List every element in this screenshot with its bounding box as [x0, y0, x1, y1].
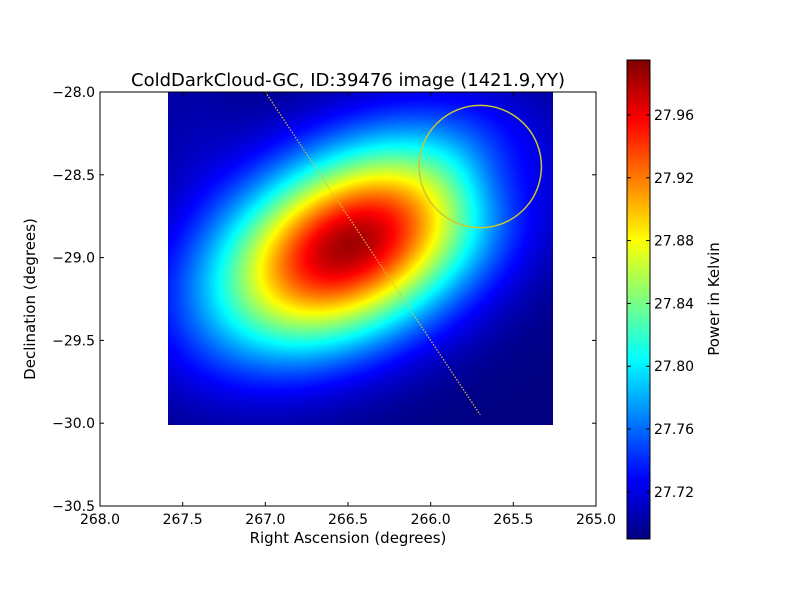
colorbar-tick-label: 27.88 — [654, 234, 694, 250]
colorbar-frame — [626, 59, 651, 540]
colorbar-label: Power in Kelvin — [705, 242, 723, 356]
y-tick-label: −30.0 — [52, 416, 95, 432]
colorbar-tick-label: 27.80 — [654, 359, 694, 375]
y-tick-label: −28.0 — [52, 85, 95, 101]
y-tick-label: −29.0 — [52, 251, 95, 267]
x-tick-label: 266.0 — [411, 512, 451, 528]
x-tick-label: 265.5 — [493, 512, 533, 528]
y-axis-label: Declination (degrees) — [21, 218, 39, 380]
y-tick-label: −30.5 — [52, 499, 95, 515]
x-tick-label: 265.0 — [576, 512, 616, 528]
y-tick-label: −28.5 — [52, 168, 95, 184]
x-tick-label: 267.5 — [163, 512, 203, 528]
x-axis-label: Right Ascension (degrees) — [250, 529, 447, 547]
x-tick-label: 268.0 — [80, 512, 120, 528]
plot-area — [99, 91, 597, 507]
colorbar-tick-label: 27.72 — [654, 485, 694, 501]
colorbar: 27.72 27.76 27.80 27.84 27.88 27.92 27.96 Powe… — [626, 59, 723, 540]
heatmap-image — [168, 92, 553, 425]
colorbar-tick-label: 27.92 — [654, 171, 694, 187]
x-tick-label: 267.0 — [245, 512, 285, 528]
annotation-circle — [418, 104, 543, 229]
colorbar-ticks: 27.72 27.76 27.80 27.84 27.88 27.92 27.96 — [627, 108, 694, 501]
colorbar-tick-label: 27.76 — [654, 422, 694, 438]
x-tick-label: 266.5 — [328, 512, 368, 528]
x-axis: 268.0 267.5 267.0 266.5 266.0 265.5 265.0 — [80, 92, 616, 528]
colorbar-tick-label: 27.96 — [654, 108, 694, 124]
chart-title: ColdDarkCloud-GC, ID:39476 image (1421.9… — [131, 70, 565, 91]
colorbar-gradient — [627, 60, 650, 539]
y-tick-label: −29.5 — [52, 333, 95, 349]
y-axis: −28.0 −28.5 −29.0 −29.5 −30.0 −30.5 — [52, 85, 596, 515]
colorbar-tick-label: 27.84 — [654, 296, 694, 312]
